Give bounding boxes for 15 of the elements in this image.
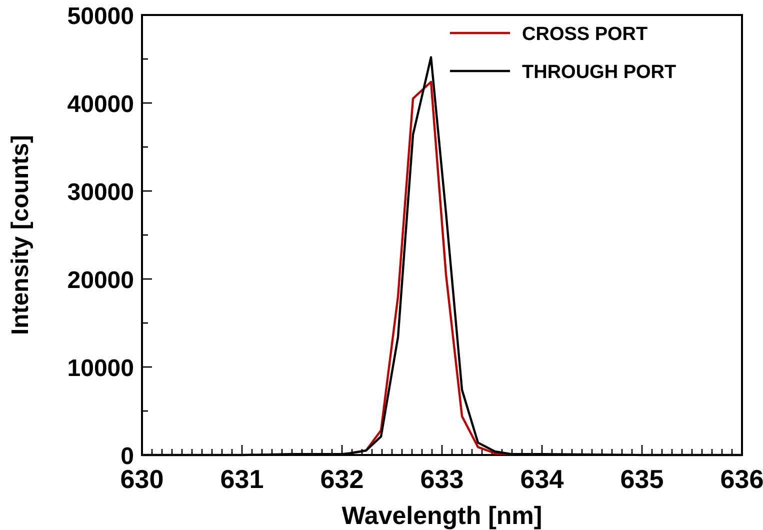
y-tick-label: 30000 bbox=[67, 179, 134, 206]
x-tick-label: 636 bbox=[720, 464, 763, 494]
legend-label: CROSS PORT bbox=[522, 24, 648, 45]
y-tick-label: 40000 bbox=[67, 91, 134, 118]
legend-label: THROUGH PORT bbox=[522, 62, 676, 83]
x-tick-label: 633 bbox=[420, 464, 464, 494]
x-tick-label: 635 bbox=[620, 464, 664, 494]
x-tick-label: 631 bbox=[220, 464, 264, 494]
x-tick-label: 632 bbox=[320, 464, 364, 494]
x-axis-title: Wavelength [nm] bbox=[342, 502, 542, 530]
x-tick-label: 634 bbox=[520, 464, 564, 494]
y-tick-label: 20000 bbox=[67, 267, 134, 294]
y-axis-title: Intensity [counts] bbox=[7, 134, 34, 336]
y-tick-label: 10000 bbox=[67, 355, 134, 382]
y-tick-label: 50000 bbox=[67, 3, 134, 30]
